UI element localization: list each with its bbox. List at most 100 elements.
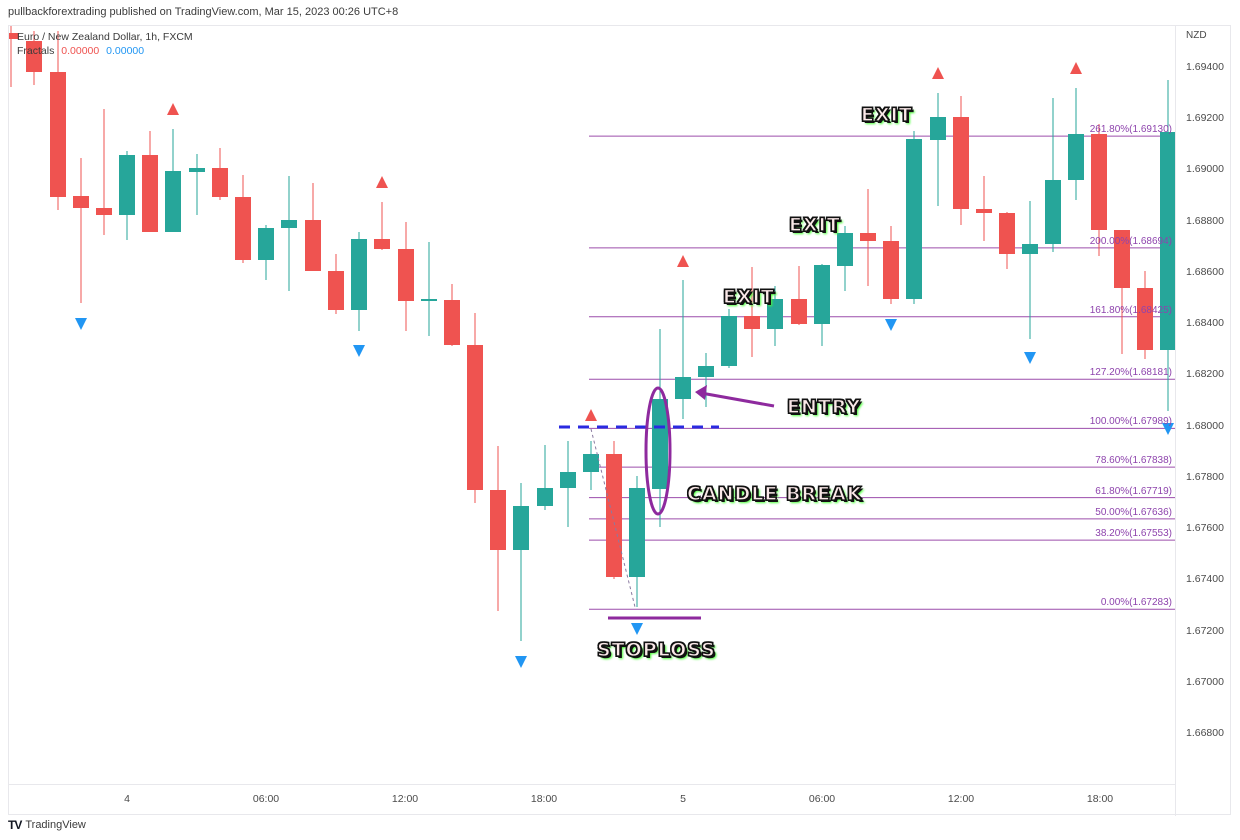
fractal-up-icon [376, 176, 388, 188]
candle-body-bull [1068, 134, 1084, 180]
fractal-up-icon [167, 103, 179, 115]
candle-body-bull [537, 488, 553, 506]
candle-body-bull [1022, 244, 1038, 254]
candle-body-bull [351, 239, 367, 310]
price-tick-label: 1.67400 [1186, 573, 1224, 586]
time-tick-label: 06:00 [808, 793, 836, 805]
candle-body-bear [999, 213, 1015, 254]
fractal-up-icon [932, 67, 944, 79]
price-tick-label: 1.67800 [1186, 470, 1224, 483]
fractal-down-icon [75, 318, 87, 330]
candle-body-bull [721, 316, 737, 366]
candle-body-bear [142, 155, 158, 232]
brand-name[interactable]: TradingView [25, 819, 86, 831]
fib-level-label: 261.80%(1.69130) [1089, 124, 1172, 136]
fib-level-label: 38.20%(1.67553) [1095, 528, 1172, 540]
candle-body-bear [96, 208, 112, 215]
chart-container[interactable]: Euro / New Zealand Dollar, 1h, FXCM Frac… [8, 25, 1231, 816]
entry-arrow-head-icon [695, 385, 707, 400]
price-tick-label: 1.67000 [1186, 675, 1224, 688]
fractal-down-icon [515, 656, 527, 668]
fib-level-label: 50.00%(1.67636) [1095, 506, 1172, 518]
candle-body-bull [165, 171, 181, 232]
fib-level-label: 161.80%(1.68425) [1089, 304, 1172, 316]
candle-body-bull [281, 220, 297, 228]
fractal-down-icon [885, 319, 897, 331]
candle-body-bear [490, 490, 506, 550]
candle-body-bear [1114, 230, 1130, 288]
time-tick-label: 18:00 [1086, 793, 1114, 805]
price-tick-label: 1.67200 [1186, 624, 1224, 637]
candle-break-ellipse [644, 386, 672, 516]
fib-anchor-line [590, 428, 636, 608]
candle-body-bull [1045, 180, 1061, 244]
candle-body-bull [675, 377, 691, 399]
fractal-up-icon [585, 409, 597, 421]
candle-body-bull [560, 472, 576, 488]
fib-level-label: 200.00%(1.68694) [1089, 235, 1172, 247]
candle-body-bear [1091, 134, 1107, 230]
currency-label: NZD [1186, 30, 1207, 41]
chart-legend: Euro / New Zealand Dollar, 1h, FXCM Frac… [17, 30, 193, 58]
candle-body-bull [421, 299, 437, 301]
candle-body-bull [652, 399, 668, 489]
fractal-down-icon [631, 623, 643, 635]
time-tick-label: 06:00 [252, 793, 280, 805]
fib-level-label: 127.20%(1.68181) [1089, 367, 1172, 379]
fib-level-label: 0.00%(1.67283) [1100, 597, 1172, 609]
candle-body-bull [513, 506, 529, 550]
candle-body-bear [26, 41, 42, 72]
stoploss-label: STOPLOSS [596, 638, 716, 661]
candle-body-bull [814, 265, 830, 324]
symbol-title[interactable]: Euro / New Zealand Dollar, 1h, FXCM [17, 31, 193, 43]
time-axis[interactable]: 4 06:00 12:00 18:00 5 06:00 12:00 18:00 [9, 784, 1175, 815]
candle-body-bear [328, 271, 344, 310]
fractal-down-value: 0.00000 [106, 45, 145, 57]
price-tick-label: 1.69200 [1186, 112, 1224, 125]
fractal-down-icon [1024, 352, 1036, 364]
publish-attribution: pullbackforextrading published on Tradin… [8, 6, 399, 18]
candle-body-bull [1160, 132, 1175, 350]
time-tick-label: 5 [680, 793, 686, 805]
fib-level-label: 100.00%(1.67989) [1089, 416, 1172, 428]
candle-body-bear [953, 117, 969, 209]
exit-label-3: EXIT [722, 285, 775, 308]
footer: TV TradingView [8, 818, 86, 832]
indicator-row[interactable]: Fractals 0.00000 0.00000 [17, 44, 193, 58]
price-axis[interactable]: NZD 1.69400 1.69200 1.69000 1.68800 1.68600 1… [1175, 26, 1231, 816]
price-tick-label: 1.68800 [1186, 214, 1224, 227]
candle-body-bull [906, 139, 922, 299]
candle-body-bull [767, 299, 783, 329]
tradingview-logo-icon[interactable]: TV [8, 818, 22, 832]
exit-label-2: EXIT [788, 213, 841, 236]
candle-body-bear [467, 345, 483, 490]
exit-label-1: EXIT [860, 103, 913, 126]
time-tick-label: 4 [124, 793, 130, 805]
candle-body-bull [629, 488, 645, 577]
chart-plot-area[interactable]: Euro / New Zealand Dollar, 1h, FXCM Frac… [9, 26, 1175, 784]
price-tick-label: 1.69400 [1186, 61, 1224, 73]
candle-body-bear [860, 233, 876, 241]
candle-body-bull [583, 454, 599, 472]
candle-body-bear [791, 299, 807, 324]
price-tick-label: 1.68200 [1186, 368, 1224, 381]
candle-body-bear [744, 316, 760, 329]
price-tick-label: 1.68000 [1186, 419, 1224, 432]
indicator-name: Fractals [17, 45, 55, 57]
candle-break-label: CANDLE BREAK [686, 482, 863, 505]
candle-body-bear [398, 249, 414, 301]
time-tick-label: 12:00 [391, 793, 419, 805]
fractal-up-icon [1070, 62, 1082, 74]
price-tick-label: 1.67600 [1186, 522, 1224, 535]
candle-body-bear [235, 197, 251, 260]
candle-body-bear [73, 196, 89, 208]
candle-body-bull [258, 228, 274, 260]
entry-label: ENTRY [786, 395, 862, 418]
candle-body-bear [212, 168, 228, 197]
candle-body-bear [9, 33, 19, 39]
fractal-up-icon [677, 255, 689, 267]
candle-body-bull [189, 168, 205, 172]
price-tick-label: 1.68600 [1186, 265, 1224, 278]
candle-body-bear [444, 300, 460, 345]
candle-body-bear [976, 209, 992, 213]
